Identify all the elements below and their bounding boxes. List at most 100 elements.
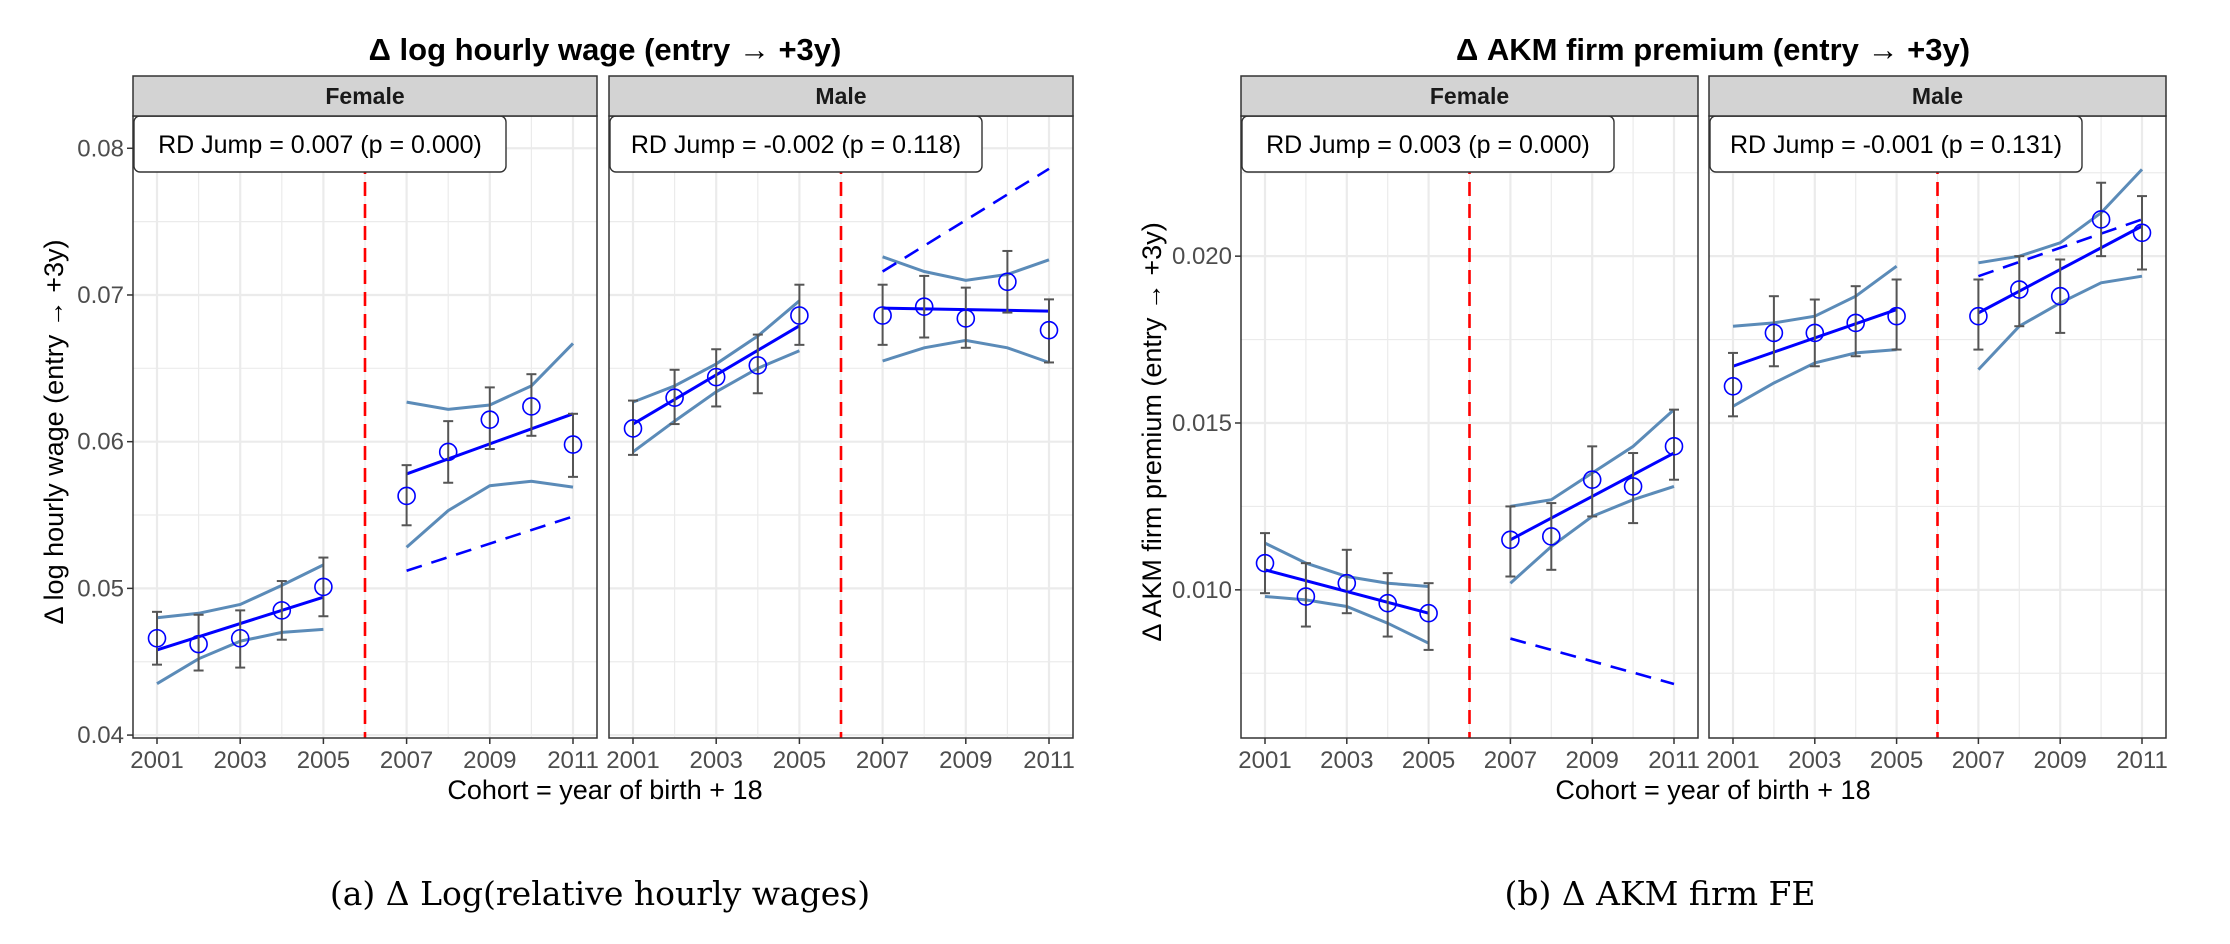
error-bar: [1382, 572, 1393, 638]
data-point: [1337, 573, 1357, 593]
y-tick-label: 0.015: [1172, 410, 1232, 437]
facet-strip: [608, 75, 1074, 117]
counterfactual-line: [1510, 637, 1675, 686]
data-point: [189, 634, 208, 654]
data-point: [748, 356, 768, 375]
data-point: [272, 601, 292, 620]
figure-b-y-axis-title: Δ AKM firm premium (entry → +3y): [1137, 222, 1167, 641]
error-bar: [193, 613, 204, 672]
data-point: [1039, 320, 1059, 340]
data-point: [2050, 286, 2070, 306]
facet-strip-label: Female: [325, 83, 404, 109]
x-tick-label: 2001: [130, 747, 183, 774]
error-bar: [1546, 502, 1557, 571]
facet-strip-label: Male: [1912, 83, 1963, 109]
facet-strip: [132, 75, 598, 117]
x-tick-label: 2005: [1870, 747, 1923, 774]
rd-jump-label: RD Jump = -0.002 (p = 0.118): [631, 131, 961, 159]
error-bar: [877, 283, 888, 346]
data-point: [914, 297, 934, 317]
data-point: [522, 397, 541, 416]
error-bar: [276, 580, 287, 641]
x-tick-label: 2009: [2034, 747, 2087, 774]
x-tick-label: 2009: [463, 747, 516, 774]
error-bar: [2096, 181, 2107, 258]
x-tick-label: 2005: [1402, 747, 1455, 774]
data-point: [623, 419, 643, 438]
x-tick-label: 2005: [773, 747, 826, 774]
facet-strip: [1708, 75, 2167, 117]
panel-female: RD Jump = 0.007 (p = 0.000) Female 2001 200…: [130, 75, 599, 774]
error-bar: [1973, 278, 1984, 351]
data-point: [1846, 313, 1865, 333]
error-bar: [1341, 548, 1352, 615]
data-point: [1664, 437, 1684, 456]
ci-band-lower-post: [405, 479, 574, 549]
x-tick-label: 2009: [1566, 747, 1619, 774]
counterfactual-line: [881, 167, 1050, 273]
figure-b-akm-firm-premium: Δ AKM firm premium (entry → +3y) Δ AKM f…: [1137, 32, 2168, 913]
error-bar: [1002, 249, 1013, 314]
figure-a-panels: 0.040.050.060.070.08 RD Jump = 0.007 (p =…: [77, 75, 1075, 774]
error-bar: [794, 283, 805, 346]
data-point: [147, 628, 167, 648]
error-bar: [1423, 582, 1434, 651]
data-point: [1255, 553, 1275, 573]
error-bar: [401, 464, 412, 527]
x-tick-label: 2003: [1320, 747, 1373, 774]
data-point: [230, 628, 250, 648]
x-tick-label: 2007: [1952, 747, 2005, 774]
error-bar: [1044, 298, 1054, 364]
error-bar: [152, 610, 162, 666]
data-point: [1419, 603, 1438, 623]
data-point: [665, 388, 684, 407]
error-bar: [2137, 195, 2147, 271]
error-bar: [1850, 285, 1861, 358]
x-tick-label: 2007: [380, 747, 433, 774]
data-point: [2132, 223, 2152, 243]
data-point: [480, 410, 500, 429]
data-point: [873, 306, 892, 325]
data-point: [1723, 376, 1743, 396]
x-tick-label: 2001: [1706, 747, 1759, 774]
figure-a-title: Δ log hourly wage (entry → +3y): [369, 32, 842, 67]
figure-a-x-axis-title: Cohort = year of birth + 18: [447, 775, 762, 805]
counterfactual-line: [406, 515, 574, 573]
data-point: [1805, 323, 1825, 343]
figure-a-y-axis-title: Δ log hourly wage (entry → +3y): [39, 240, 69, 625]
error-bar: [2055, 258, 2066, 334]
error-bar: [628, 399, 638, 456]
error-bar: [919, 274, 930, 339]
y-tick-label: 0.05: [77, 575, 124, 602]
x-tick-label: 2003: [214, 747, 267, 774]
error-bar: [1809, 298, 1820, 368]
panel-male: RD Jump = -0.002 (p = 0.118) Male 2001 2003…: [606, 75, 1075, 774]
error-bar: [1300, 562, 1311, 628]
y-tick-label: 0.06: [77, 429, 124, 456]
x-tick-label: 2011: [1023, 747, 1075, 774]
data-point: [1542, 527, 1561, 546]
facet-strip: [1240, 75, 1699, 117]
figure-b-x-axis-title: Cohort = year of birth + 18: [1555, 775, 1870, 805]
data-point: [2010, 280, 2029, 299]
y-tick-label: 0.020: [1172, 243, 1232, 270]
data-point: [2091, 210, 2111, 229]
x-tick-label: 2007: [1484, 747, 1537, 774]
data-point: [706, 367, 726, 387]
data-point: [563, 435, 583, 454]
ci-band-upper-post: [1978, 168, 2144, 265]
x-tick-label: 2011: [547, 747, 599, 774]
data-point: [438, 442, 458, 462]
x-tick-label: 2005: [297, 747, 350, 774]
error-bar: [443, 420, 454, 484]
x-tick-label: 2009: [939, 747, 992, 774]
error-bar: [1505, 505, 1516, 578]
error-bar: [752, 333, 763, 395]
data-point: [314, 577, 333, 597]
data-point: [956, 309, 976, 328]
x-tick-label: 2003: [1788, 747, 1841, 774]
error-bar: [1891, 278, 1902, 351]
error-bar: [1260, 532, 1270, 595]
